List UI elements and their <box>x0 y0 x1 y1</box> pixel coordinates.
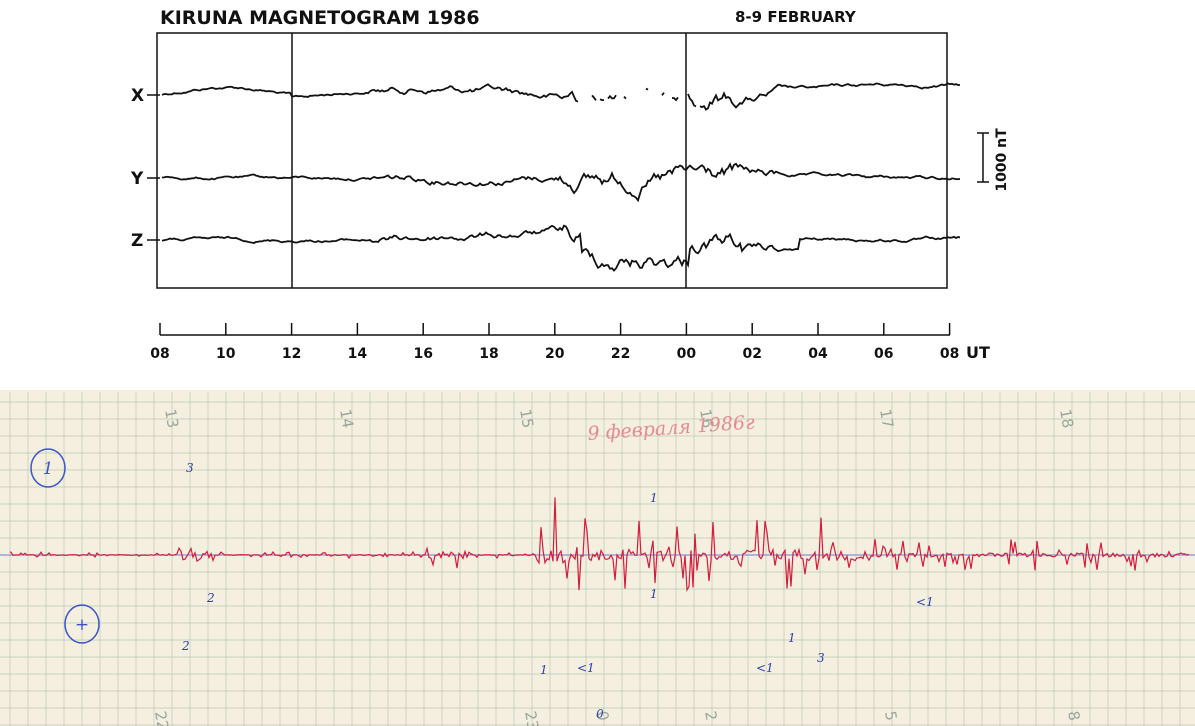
annotation: 1 <box>540 663 548 677</box>
channel-label: X <box>131 86 144 106</box>
axis-tick-label: 00 <box>677 346 697 362</box>
hour-label: 14 <box>336 408 357 430</box>
axis-tick-label: 10 <box>216 346 236 362</box>
axis-tick-label: 08 <box>150 346 169 362</box>
magnetogram-traces <box>147 82 961 272</box>
annotation: 1 <box>650 587 658 601</box>
channel-label: Y <box>130 169 144 189</box>
hour-label: 18 <box>1056 408 1077 430</box>
hour-label: 15 <box>516 408 537 430</box>
annotation: 3 <box>186 461 194 475</box>
hour-label: 13 <box>161 408 182 430</box>
trace <box>9 497 1190 592</box>
axis-tick-label: 18 <box>479 346 498 362</box>
date: 8-9 FEBRUARY <box>735 8 857 26</box>
bottom-number: 2 <box>701 710 720 723</box>
trace <box>161 224 961 272</box>
axis-tick-label: 20 <box>545 346 565 362</box>
annotation: <1 <box>756 661 774 675</box>
scale-bar: 1000 nT <box>977 128 1010 192</box>
axis-tick-label: 16 <box>413 346 432 362</box>
bottom-number: 8 <box>1064 710 1083 723</box>
annotation: <1 <box>916 595 934 609</box>
bottom-number: 5 <box>881 710 900 723</box>
circled-label: 1 <box>43 459 54 479</box>
annotation: <1 <box>577 661 595 675</box>
scale-label: 1000 nT <box>994 128 1010 192</box>
bottom-number: 23 <box>521 710 542 726</box>
circled-label: + <box>75 615 89 635</box>
annotation: 0 <box>596 707 604 721</box>
annotation: 3 <box>817 651 825 665</box>
channel-label: Z <box>131 231 143 251</box>
axis-unit: UT <box>966 343 990 362</box>
axis-tick-label: 22 <box>611 346 630 362</box>
axis-tick-label: 06 <box>874 346 893 362</box>
axis-tick-label: 14 <box>348 346 368 362</box>
annotation: 2 <box>206 591 215 605</box>
axis-tick-label: 02 <box>742 346 761 362</box>
circle-mark <box>64 604 100 644</box>
circle-mark <box>30 448 66 488</box>
hour-label: 17 <box>876 408 897 430</box>
axis-tick-label: 04 <box>808 346 828 362</box>
record-annotations: 3 2 2 1 1 1 <1 0 <1 1 3 <1 1 + <box>30 448 934 721</box>
paper-record <box>0 390 1195 726</box>
axis-tick-label: 12 <box>282 346 301 362</box>
annotation: 1 <box>788 631 796 645</box>
time-axis-ticks: 08 10 12 14 16 18 20 22 00 02 04 06 08 UT <box>150 323 990 362</box>
bottom-number: 0 <box>593 710 612 723</box>
paper-grid <box>0 392 1195 726</box>
title: KIRUNA MAGNETOGRAM 1986 <box>160 7 480 29</box>
trace <box>161 82 961 111</box>
plot-frame <box>156 32 948 289</box>
hour-label: 16 <box>696 408 717 430</box>
trace <box>161 162 961 203</box>
annotation: 2 <box>181 639 190 653</box>
annotation: 1 <box>650 491 658 505</box>
bottom-number: 22 <box>151 710 172 726</box>
axis-tick-label: 08 <box>940 346 959 362</box>
